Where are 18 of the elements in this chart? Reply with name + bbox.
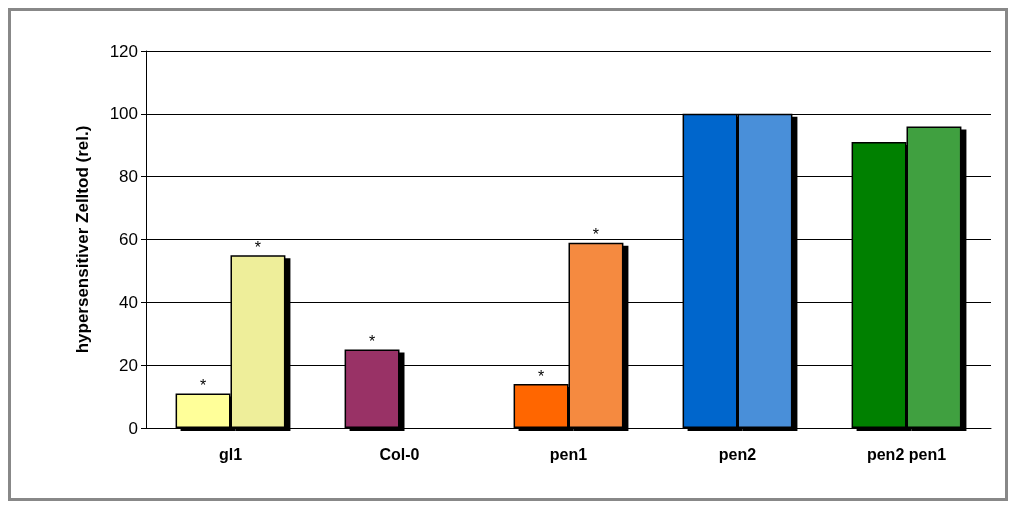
annotation: * <box>254 238 262 256</box>
y-tick-label: 20 <box>119 355 138 375</box>
y-tick-label: 0 <box>128 418 138 438</box>
x-tick-label: pen2 pen1 <box>866 445 947 463</box>
x-tick-label: pen2 <box>718 445 757 463</box>
y-tick-label: 40 <box>119 292 138 312</box>
y-tick-label: 120 <box>109 41 138 61</box>
x-tick-label: pen1 <box>549 445 588 463</box>
x-tick-label: Col-0 <box>379 445 420 463</box>
annotation: * <box>537 367 545 385</box>
x-tick-label: gl1 <box>218 445 243 463</box>
y-axis-title: hypersensitiver Zelltod (rel.) <box>73 125 92 354</box>
annotation: * <box>368 332 376 350</box>
y-tick-label: 80 <box>119 167 138 187</box>
annotation: * <box>199 376 207 394</box>
y-tick-label: 100 <box>109 104 138 124</box>
annotation: * <box>592 226 600 244</box>
y-tick-label: 60 <box>119 230 138 249</box>
